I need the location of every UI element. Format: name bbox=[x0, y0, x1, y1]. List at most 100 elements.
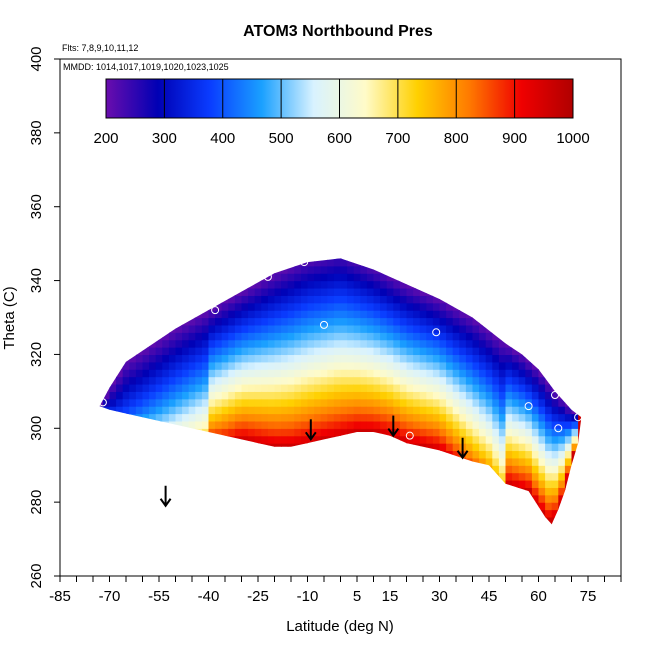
field-cell bbox=[281, 494, 289, 503]
field-cell bbox=[327, 339, 335, 348]
field-cell bbox=[400, 524, 407, 532]
field-cell bbox=[215, 443, 223, 452]
field-cell bbox=[281, 391, 289, 400]
field-cell bbox=[267, 435, 276, 444]
field-cell bbox=[564, 428, 573, 437]
field-cell bbox=[182, 516, 190, 525]
field-cell bbox=[432, 258, 441, 260]
field-cell bbox=[473, 524, 480, 532]
field-cell bbox=[571, 450, 579, 459]
field-cell bbox=[399, 273, 408, 282]
field-cell bbox=[155, 420, 163, 429]
field-cell bbox=[242, 524, 249, 532]
field-cell bbox=[564, 502, 573, 511]
field-cell bbox=[498, 406, 507, 415]
field-cell bbox=[300, 354, 309, 363]
field-cell bbox=[452, 420, 460, 429]
field-cell bbox=[485, 472, 493, 481]
field-cell bbox=[234, 398, 243, 407]
field-cell bbox=[399, 472, 408, 481]
field-cell bbox=[228, 435, 236, 444]
field-cell bbox=[538, 317, 546, 326]
field-cell bbox=[459, 361, 467, 370]
field-cell bbox=[274, 435, 282, 444]
field-cell bbox=[168, 435, 177, 444]
field-cell bbox=[538, 443, 546, 452]
field-cell bbox=[254, 280, 262, 289]
field-cell bbox=[551, 465, 559, 474]
field-cell bbox=[525, 265, 533, 274]
field-cell bbox=[366, 428, 375, 437]
field-cell bbox=[129, 361, 137, 370]
field-cell bbox=[439, 258, 447, 267]
field-cell bbox=[221, 383, 229, 392]
field-cell bbox=[327, 332, 335, 341]
field-cell bbox=[188, 406, 196, 415]
field-cell bbox=[432, 398, 441, 407]
field-cell bbox=[413, 310, 421, 319]
field-cell bbox=[366, 295, 375, 304]
field-cell bbox=[512, 332, 520, 341]
field-cell bbox=[155, 347, 163, 356]
field-cell bbox=[472, 450, 480, 459]
field-cell bbox=[116, 295, 124, 304]
field-cell bbox=[241, 258, 249, 267]
field-cell bbox=[558, 443, 566, 452]
colorbar-tick-label: 400 bbox=[210, 130, 235, 147]
field-cell bbox=[505, 406, 513, 415]
field-cell bbox=[578, 339, 582, 348]
field-cell bbox=[399, 376, 408, 385]
field-cell bbox=[320, 265, 328, 274]
field-cell bbox=[168, 280, 177, 289]
field-cell bbox=[162, 524, 169, 532]
field-cell bbox=[274, 280, 282, 289]
field-cell bbox=[525, 443, 533, 452]
field-cell bbox=[518, 258, 526, 260]
field-cell bbox=[122, 509, 130, 518]
field-cell bbox=[512, 502, 520, 511]
field-cell bbox=[353, 295, 361, 304]
field-cell bbox=[314, 450, 322, 459]
field-cell bbox=[340, 494, 348, 503]
field-cell bbox=[386, 258, 394, 267]
field-cell bbox=[531, 450, 540, 459]
field-cell bbox=[122, 339, 130, 348]
field-cell bbox=[545, 391, 553, 400]
field-cell bbox=[433, 524, 440, 532]
field-cell bbox=[393, 310, 401, 319]
field-cell bbox=[267, 457, 276, 466]
field-cell bbox=[149, 450, 157, 459]
field-cell bbox=[281, 509, 289, 518]
field-cell bbox=[360, 391, 368, 400]
field-cell bbox=[419, 287, 427, 296]
field-cell bbox=[545, 258, 553, 260]
field-cell bbox=[492, 413, 500, 422]
field-cell bbox=[366, 354, 375, 363]
field-cell bbox=[558, 317, 566, 326]
field-cell bbox=[498, 354, 507, 363]
field-cell bbox=[241, 406, 249, 415]
field-cell bbox=[373, 295, 381, 304]
field-cell bbox=[300, 420, 309, 429]
field-cell bbox=[287, 420, 295, 429]
field-cell bbox=[182, 332, 190, 341]
field-cell bbox=[545, 479, 553, 488]
field-cell bbox=[419, 457, 427, 466]
field-cell bbox=[472, 413, 480, 422]
field-cell bbox=[215, 295, 223, 304]
field-cell bbox=[122, 317, 130, 326]
field-cell bbox=[512, 347, 520, 356]
field-cell bbox=[228, 347, 236, 356]
field-cell bbox=[472, 443, 480, 452]
field-cell bbox=[498, 428, 507, 437]
field-cell bbox=[505, 494, 513, 503]
field-cell bbox=[426, 509, 434, 518]
field-cell bbox=[333, 457, 342, 466]
field-cell bbox=[512, 435, 520, 444]
field-cell bbox=[439, 317, 447, 326]
field-cell bbox=[419, 258, 427, 260]
field-cell bbox=[267, 302, 276, 311]
field-cell bbox=[578, 509, 582, 518]
x-tick-label: 15 bbox=[382, 588, 399, 605]
field-cell bbox=[439, 502, 447, 511]
